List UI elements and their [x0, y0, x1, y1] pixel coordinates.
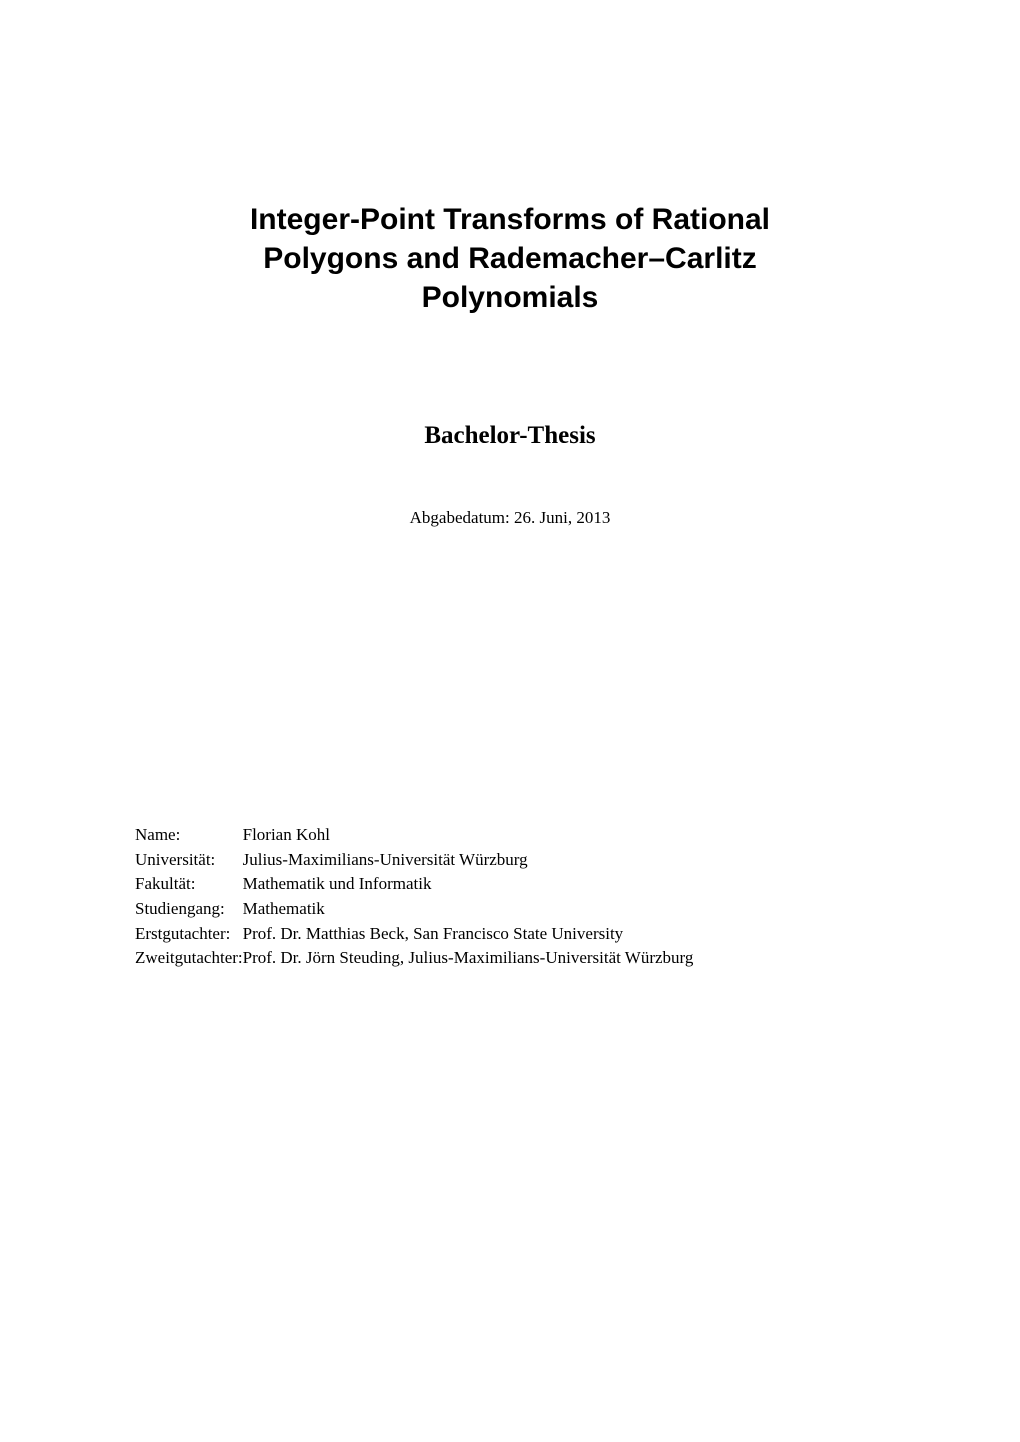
info-row: Universität: Julius-Maximilians-Universi…: [135, 848, 693, 873]
info-row: Name: Florian Kohl: [135, 823, 693, 848]
title-block: Integer-Point Transforms of Rational Pol…: [135, 200, 885, 317]
info-row: Studiengang: Mathematik: [135, 897, 693, 922]
info-row: Fakultät: Mathematik und Informatik: [135, 872, 693, 897]
info-value-name: Florian Kohl: [243, 823, 694, 848]
info-row: Erstgutachter: Prof. Dr. Matthias Beck, …: [135, 922, 693, 947]
info-row: Zweitgutachter: Prof. Dr. Jörn Steuding,…: [135, 946, 693, 971]
info-label-faculty: Fakultät:: [135, 872, 243, 897]
info-label-name: Name:: [135, 823, 243, 848]
info-label-program: Studiengang:: [135, 897, 243, 922]
title-line-3: Polynomials: [135, 278, 885, 317]
date-line: Abgabedatum: 26. Juni, 2013: [135, 508, 885, 528]
info-value-first-reviewer: Prof. Dr. Matthias Beck, San Francisco S…: [243, 922, 694, 947]
info-value-program: Mathematik: [243, 897, 694, 922]
info-value-faculty: Mathematik und Informatik: [243, 872, 694, 897]
info-value-university: Julius-Maximilians-Universität Würzburg: [243, 848, 694, 873]
page: Integer-Point Transforms of Rational Pol…: [0, 0, 1020, 1442]
subtitle: Bachelor-Thesis: [135, 422, 885, 450]
info-value-second-reviewer: Prof. Dr. Jörn Steuding, Julius-Maximili…: [243, 946, 694, 971]
info-label-first-reviewer: Erstgutachter:: [135, 922, 243, 947]
info-label-second-reviewer: Zweitgutachter:: [135, 946, 243, 971]
info-table: Name: Florian Kohl Universität: Julius-M…: [135, 823, 693, 971]
title-line-2: Polygons and Rademacher–Carlitz: [135, 239, 885, 278]
info-label-university: Universität:: [135, 848, 243, 873]
title-line-1: Integer-Point Transforms of Rational: [135, 200, 885, 239]
